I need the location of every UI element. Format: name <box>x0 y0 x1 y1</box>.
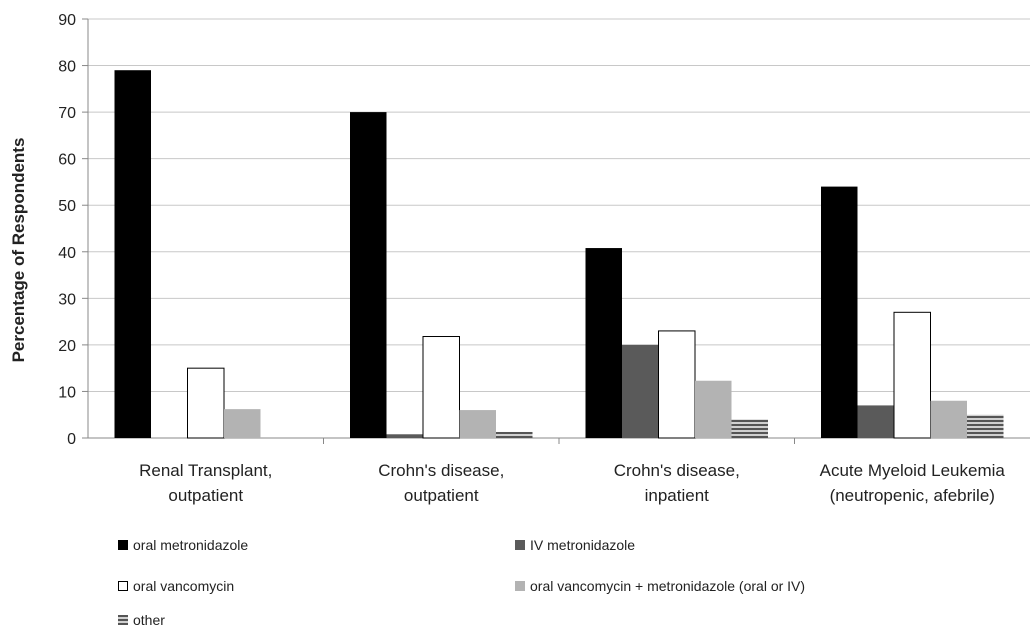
y-tick-label: 80 <box>58 59 76 76</box>
y-tick-label: 70 <box>58 105 76 122</box>
bar-iv-metronidazole <box>622 344 659 438</box>
y-tick-label: 0 <box>67 431 76 448</box>
gridlines <box>88 18 1030 392</box>
y-tick-label: 30 <box>58 291 76 308</box>
bar-oral-vancomycin <box>422 336 460 439</box>
y-tick-label: 20 <box>58 338 76 355</box>
bar-other <box>967 414 1004 438</box>
x-category-label: outpatient <box>168 486 243 505</box>
bar-oral-vancomycin-metronidazole-oral-or-iv- <box>459 410 496 438</box>
bar-oral-metronidazole <box>585 248 622 438</box>
x-category-label: Crohn's disease, <box>378 461 504 480</box>
axis-labels: 0 10 20 30 40 50 60 70 80 90 Renal Transplant, outp… <box>58 12 1005 505</box>
y-tick-label: 40 <box>58 245 76 262</box>
x-category-label: Renal Transplant, <box>139 461 272 480</box>
x-category-label: Acute Myeloid Leukemia <box>820 461 1006 480</box>
x-category-label: inpatient <box>645 486 710 505</box>
bar-other <box>731 419 768 438</box>
y-tick-label: 90 <box>58 12 76 29</box>
bar-oral-metronidazole <box>821 186 858 438</box>
bar-oral-metronidazole <box>350 112 387 438</box>
bar-oral-metronidazole <box>114 70 151 438</box>
x-category-label: outpatient <box>404 486 479 505</box>
bar-oral-vancomycin <box>658 330 696 439</box>
bar-iv-metronidazole <box>386 434 423 438</box>
bar-oral-vancomycin-metronidazole-oral-or-iv- <box>224 409 261 438</box>
x-category-label: (neutropenic, afebrile) <box>830 486 995 505</box>
bar-oral-vancomycin-metronidazole-oral-or-iv- <box>695 380 732 438</box>
bar-oral-vancomycin <box>893 311 931 439</box>
y-axis-title: Percentage of Respondents <box>9 138 28 363</box>
y-tick-label: 50 <box>58 198 76 215</box>
bar-iv-metronidazole <box>857 405 894 438</box>
bar-other <box>496 431 533 438</box>
bar-oral-vancomycin-metronidazole-oral-or-iv- <box>930 400 967 438</box>
y-tick-label: 10 <box>58 384 76 401</box>
bars <box>114 70 1004 439</box>
x-category-label: Crohn's disease, <box>614 461 740 480</box>
bar-oral-vancomycin <box>187 367 225 439</box>
y-tick-label: 60 <box>58 152 76 169</box>
